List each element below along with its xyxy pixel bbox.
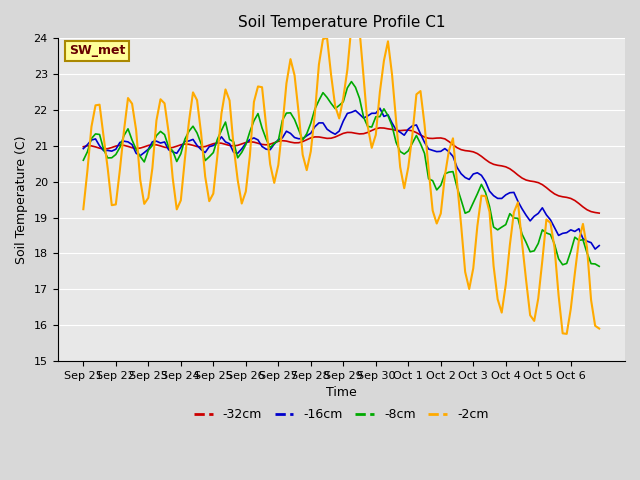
Text: SW_met: SW_met — [69, 44, 125, 57]
Legend: -32cm, -16cm, -8cm, -2cm: -32cm, -16cm, -8cm, -2cm — [189, 403, 493, 426]
Title: Soil Temperature Profile C1: Soil Temperature Profile C1 — [237, 15, 445, 30]
Line: -8cm: -8cm — [83, 82, 599, 266]
Line: -32cm: -32cm — [83, 128, 599, 213]
X-axis label: Time: Time — [326, 386, 356, 399]
Line: -16cm: -16cm — [83, 108, 599, 249]
Line: -2cm: -2cm — [83, 16, 599, 334]
Y-axis label: Soil Temperature (C): Soil Temperature (C) — [15, 135, 28, 264]
